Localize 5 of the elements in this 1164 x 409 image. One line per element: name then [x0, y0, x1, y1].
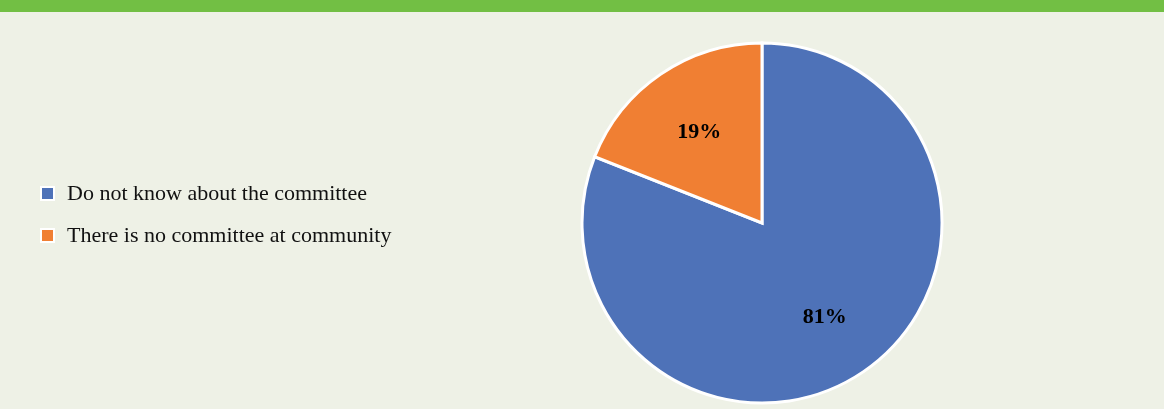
data-label: 81%	[802, 302, 847, 328]
legend-label: Do not know about the committee	[67, 180, 367, 206]
legend-label: There is no committee at community	[67, 222, 392, 248]
data-label: 19%	[677, 118, 722, 144]
pie-slice	[580, 41, 944, 405]
